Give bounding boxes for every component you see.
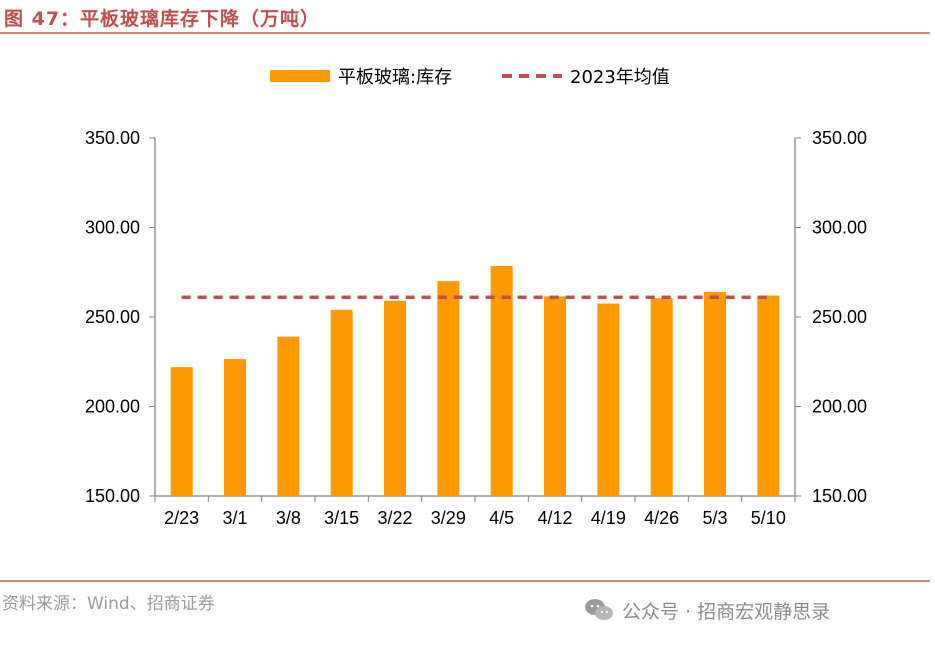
bar-3/22 [384, 300, 406, 496]
x-tick-label: 4/26 [644, 508, 679, 528]
y-tick-label-right: 300.00 [812, 218, 867, 238]
bars [170, 265, 780, 496]
y-tick-label-left: 350.00 [85, 128, 140, 148]
watermark: 公众号 · 招商宏观静思录 [584, 596, 830, 624]
legend-swatch-bar [270, 70, 330, 82]
x-tick-label: 3/1 [222, 508, 247, 528]
bar-4/19 [597, 303, 620, 496]
y-tick-label-left: 200.00 [85, 397, 140, 417]
bar-3/1 [224, 359, 246, 496]
legend: 平板玻璃:库存 2023年均值 [270, 67, 670, 88]
source-note: 资料来源：Wind、招商证券 [2, 594, 215, 614]
y-tick-label-left: 250.00 [85, 307, 140, 327]
bar-2/23 [170, 367, 193, 496]
bar-5/10 [757, 295, 780, 496]
axes [149, 137, 801, 502]
x-tick-label: 3/8 [276, 508, 301, 528]
page-title: 图 47：平板玻璃库存下降（万吨） [4, 8, 321, 30]
watermark-text: 公众号 · 招商宏观静思录 [622, 600, 831, 623]
x-tick-label: 4/19 [591, 508, 626, 528]
x-tick-label: 5/10 [751, 508, 786, 528]
bar-3/8 [277, 336, 300, 496]
y-tick-label-left: 150.00 [85, 486, 140, 506]
legend-label-avg-line: 2023年均值 [570, 67, 670, 88]
bar-4/26 [650, 298, 673, 496]
chart: 平板玻璃:库存 2023年均值 150.00 200.00 250.00 300.00… [85, 67, 867, 528]
x-tick-label: 4/5 [489, 508, 514, 528]
legend-label-bar: 平板玻璃:库存 [338, 67, 452, 88]
bar-5/3 [704, 291, 726, 496]
x-tick-label: 3/22 [377, 508, 412, 528]
bar-3/29 [437, 281, 460, 496]
y-tick-label-left: 300.00 [85, 218, 140, 238]
wechat-icon [585, 599, 613, 620]
bar-3/15 [330, 309, 353, 496]
y-tick-label-right: 250.00 [812, 307, 867, 327]
tick-labels: 150.00 200.00 250.00 300.00 350.00 150.00 200.… [85, 128, 867, 528]
top-divider [0, 32, 930, 34]
x-tick-label: 3/29 [431, 508, 466, 528]
y-tick-label-right: 200.00 [812, 397, 867, 417]
bottom-divider [0, 580, 930, 582]
bar-4/12 [544, 296, 566, 496]
y-tick-label-right: 150.00 [812, 486, 867, 506]
x-tick-label: 3/15 [324, 508, 359, 528]
x-tick-label: 5/3 [702, 508, 727, 528]
x-tick-label: 2/23 [164, 508, 199, 528]
bar-4/5 [490, 265, 513, 496]
y-tick-label-right: 350.00 [812, 128, 867, 148]
x-tick-label: 4/12 [537, 508, 572, 528]
